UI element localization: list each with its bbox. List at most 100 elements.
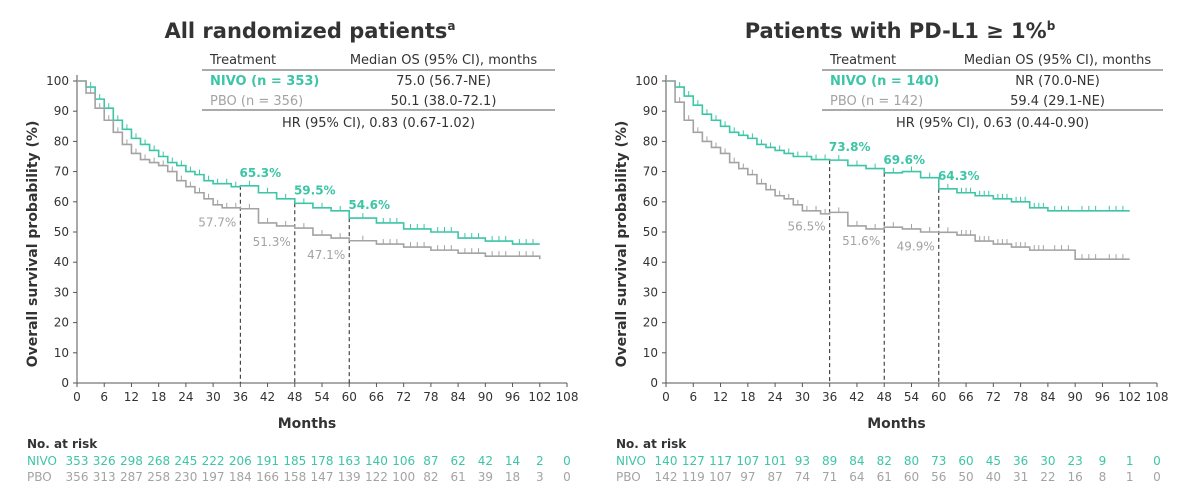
chart-title: All randomized patientsa xyxy=(164,19,455,43)
y-tick-label: 70 xyxy=(643,165,658,179)
at-risk-value-nivo: 245 xyxy=(174,454,197,468)
at-risk-value-pbo: 119 xyxy=(682,470,705,484)
x-tick-label: 108 xyxy=(1146,390,1169,404)
landmark-label-pbo: 51.6% xyxy=(842,234,880,248)
x-tick-label: 48 xyxy=(877,390,892,404)
at-risk-value-pbo: 356 xyxy=(66,470,89,484)
table-header-median: Median OS (95% CI), months xyxy=(964,53,1152,68)
at-risk-value-nivo: 42 xyxy=(478,454,493,468)
at-risk-value-pbo: 31 xyxy=(1013,470,1028,484)
at-risk-value-nivo: 1 xyxy=(1126,454,1134,468)
hazard-ratio: HR (95% CI), 0.63 (0.44-0.90) xyxy=(896,116,1089,131)
at-risk-row-label-nivo: NIVO xyxy=(27,454,57,468)
survival-curve-pbo xyxy=(666,80,1130,260)
at-risk-value-pbo: 230 xyxy=(174,470,197,484)
x-tick-label: 102 xyxy=(528,390,551,404)
at-risk-value-pbo: 197 xyxy=(202,470,225,484)
x-tick-label: 48 xyxy=(287,390,302,404)
y-tick-label: 100 xyxy=(46,74,69,88)
table-header-treatment: Treatment xyxy=(829,53,896,68)
x-tick-label: 96 xyxy=(505,390,520,404)
at-risk-value-nivo: 2 xyxy=(536,454,544,468)
at-risk-value-nivo: 62 xyxy=(450,454,465,468)
survival-curve-pbo xyxy=(77,80,541,260)
at-risk-value-nivo: 140 xyxy=(365,454,388,468)
y-tick-label: 30 xyxy=(643,285,658,299)
at-risk-value-pbo: 107 xyxy=(709,470,732,484)
at-risk-value-pbo: 184 xyxy=(229,470,252,484)
x-tick-label: 102 xyxy=(1118,390,1141,404)
x-tick-label: 18 xyxy=(151,390,166,404)
y-tick-label: 60 xyxy=(54,195,69,209)
x-tick-label: 30 xyxy=(205,390,220,404)
at-risk-value-pbo: 313 xyxy=(93,470,116,484)
at-risk-value-nivo: 163 xyxy=(338,454,361,468)
at-risk-value-pbo: 97 xyxy=(740,470,755,484)
table-treatment-nivo: NIVO (n = 353) xyxy=(210,74,319,89)
y-tick-label: 0 xyxy=(61,376,69,390)
table-median-pbo: 59.4 (29.1-NE) xyxy=(1010,94,1105,109)
landmark-label-pbo: 51.3% xyxy=(253,235,291,249)
x-tick-label: 0 xyxy=(73,390,81,404)
table-header-treatment: Treatment xyxy=(209,53,276,68)
landmark-label-nivo: 65.3% xyxy=(240,166,282,180)
x-tick-label: 78 xyxy=(1013,390,1028,404)
at-risk-value-nivo: 45 xyxy=(986,454,1001,468)
chart-title-superscript: b xyxy=(1047,19,1056,33)
at-risk-value-nivo: 140 xyxy=(655,454,678,468)
x-tick-label: 60 xyxy=(342,390,357,404)
y-axis-label: Overall survival probability (%) xyxy=(614,121,630,368)
y-tick-label: 10 xyxy=(54,346,69,360)
at-risk-value-nivo: 82 xyxy=(877,454,892,468)
x-tick-label: 66 xyxy=(369,390,384,404)
at-risk-value-pbo: 56 xyxy=(931,470,946,484)
x-tick-label: 6 xyxy=(689,390,697,404)
at-risk-value-nivo: 93 xyxy=(795,454,810,468)
x-tick-label: 60 xyxy=(931,390,946,404)
km-panel-1: All randomized patientsa0102030405060708… xyxy=(25,19,578,484)
at-risk-row-label-pbo: PBO xyxy=(27,470,52,484)
at-risk-value-pbo: 40 xyxy=(986,470,1001,484)
survival-curve-nivo xyxy=(666,80,1130,212)
landmark-label-nivo: 64.3% xyxy=(938,169,980,183)
y-axis-label: Overall survival probability (%) xyxy=(25,121,41,368)
at-risk-value-pbo: 50 xyxy=(958,470,973,484)
at-risk-table: No. at risk NIVO 353 326 298 268 245 222 206 191 1… xyxy=(27,437,571,484)
at-risk-row-label-nivo: NIVO xyxy=(616,454,646,468)
landmark-label-pbo: 57.7% xyxy=(198,216,236,230)
x-tick-label: 18 xyxy=(740,390,755,404)
at-risk-value-pbo: 82 xyxy=(423,470,438,484)
at-risk-value-pbo: 61 xyxy=(450,470,465,484)
table-background xyxy=(822,48,1163,110)
x-tick-label: 0 xyxy=(662,390,670,404)
survival-curve-nivo xyxy=(77,80,540,245)
x-tick-label: 90 xyxy=(1068,390,1083,404)
at-risk-value-nivo: 106 xyxy=(392,454,415,468)
at-risk-row-label-pbo: PBO xyxy=(616,470,641,484)
y-tick-label: 40 xyxy=(54,255,69,269)
x-tick-label: 36 xyxy=(233,390,248,404)
y-tick-label: 90 xyxy=(54,104,69,118)
table-header-median: Median OS (95% CI), months xyxy=(350,53,538,68)
x-tick-label: 54 xyxy=(314,390,329,404)
at-risk-value-pbo: 147 xyxy=(311,470,334,484)
chart-title: Patients with PD-L1 ≥ 1%b xyxy=(745,19,1056,43)
x-tick-label: 72 xyxy=(396,390,411,404)
at-risk-value-pbo: 0 xyxy=(563,470,571,484)
at-risk-value-pbo: 39 xyxy=(478,470,493,484)
at-risk-value-nivo: 60 xyxy=(958,454,973,468)
at-risk-value-pbo: 60 xyxy=(904,470,919,484)
table-median-nivo: NR (70.0-NE) xyxy=(1015,74,1100,89)
chart-title-text: All randomized patients xyxy=(164,19,447,43)
table-background xyxy=(202,48,555,110)
at-risk-value-nivo: 298 xyxy=(120,454,143,468)
at-risk-value-nivo: 206 xyxy=(229,454,252,468)
at-risk-value-nivo: 36 xyxy=(1013,454,1028,468)
at-risk-value-nivo: 89 xyxy=(822,454,837,468)
at-risk-value-nivo: 185 xyxy=(283,454,306,468)
x-tick-label: 12 xyxy=(713,390,728,404)
x-tick-label: 66 xyxy=(958,390,973,404)
at-risk-value-pbo: 18 xyxy=(505,470,520,484)
at-risk-value-nivo: 80 xyxy=(904,454,919,468)
